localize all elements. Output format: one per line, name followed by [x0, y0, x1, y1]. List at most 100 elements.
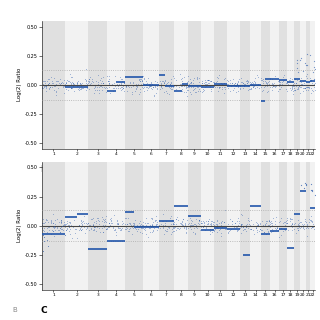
- Point: [93, 229, 98, 234]
- Point: [279, 224, 284, 229]
- Point: [297, 221, 302, 226]
- Point: [194, 225, 199, 230]
- Point: [45, 82, 50, 87]
- Point: [50, 224, 55, 229]
- Point: [179, 83, 184, 88]
- Point: [61, 82, 66, 87]
- Point: [144, 232, 149, 237]
- Point: [82, 223, 87, 228]
- Point: [152, 84, 157, 89]
- Point: [75, 83, 80, 88]
- Point: [41, 220, 46, 226]
- Point: [228, 223, 233, 228]
- Point: [173, 83, 178, 88]
- Point: [291, 221, 296, 226]
- Point: [302, 217, 308, 222]
- Point: [86, 227, 91, 232]
- Point: [148, 84, 153, 89]
- Point: [180, 220, 185, 225]
- Point: [199, 221, 204, 226]
- Point: [295, 57, 300, 62]
- Point: [44, 82, 49, 87]
- Point: [53, 78, 58, 83]
- Point: [245, 83, 251, 88]
- Point: [199, 80, 204, 85]
- Point: [137, 77, 142, 82]
- Point: [225, 82, 230, 87]
- Point: [46, 87, 51, 92]
- Point: [276, 87, 282, 92]
- Point: [137, 229, 142, 234]
- Point: [233, 80, 238, 85]
- Point: [89, 76, 94, 82]
- Point: [248, 80, 253, 85]
- Point: [190, 222, 195, 228]
- Point: [146, 81, 151, 86]
- Point: [102, 217, 108, 222]
- Point: [65, 225, 70, 230]
- Point: [266, 82, 271, 87]
- Point: [52, 225, 57, 230]
- Point: [120, 218, 125, 223]
- Point: [191, 86, 196, 91]
- Y-axis label: Log(2) Ratio: Log(2) Ratio: [17, 209, 22, 242]
- Point: [74, 81, 79, 86]
- Point: [45, 220, 50, 225]
- Point: [207, 216, 212, 221]
- Bar: [201, 21, 214, 149]
- Point: [66, 78, 71, 84]
- Point: [280, 78, 285, 83]
- Point: [237, 85, 242, 90]
- Point: [253, 224, 259, 229]
- Point: [274, 223, 279, 228]
- Point: [198, 218, 204, 223]
- Point: [275, 225, 280, 230]
- Point: [169, 80, 174, 85]
- Point: [153, 84, 158, 89]
- Point: [153, 222, 158, 227]
- Point: [40, 227, 45, 232]
- Point: [210, 229, 215, 235]
- Point: [308, 187, 313, 192]
- Point: [61, 223, 66, 228]
- Point: [183, 226, 188, 231]
- Point: [44, 85, 49, 91]
- Point: [78, 218, 83, 223]
- Point: [238, 230, 243, 235]
- Point: [110, 83, 116, 88]
- Point: [136, 83, 141, 88]
- Point: [212, 228, 217, 233]
- Point: [151, 224, 156, 229]
- Point: [163, 88, 168, 93]
- Point: [188, 85, 193, 90]
- Point: [110, 82, 115, 87]
- Point: [240, 225, 245, 230]
- Point: [228, 77, 233, 83]
- Point: [125, 84, 130, 89]
- Point: [151, 228, 156, 233]
- Point: [290, 92, 295, 97]
- Point: [239, 222, 244, 228]
- Point: [48, 219, 53, 224]
- Point: [172, 224, 177, 229]
- Point: [93, 83, 98, 88]
- Point: [116, 226, 121, 231]
- Point: [308, 77, 313, 82]
- Point: [199, 224, 204, 229]
- Point: [246, 218, 252, 223]
- Point: [173, 84, 179, 89]
- Point: [62, 222, 67, 227]
- Point: [128, 220, 133, 226]
- Point: [144, 84, 149, 90]
- Point: [121, 220, 126, 226]
- Point: [298, 225, 303, 230]
- Point: [202, 82, 207, 87]
- Point: [143, 225, 148, 230]
- Point: [223, 76, 228, 81]
- Point: [127, 79, 132, 84]
- Point: [142, 81, 147, 86]
- Point: [296, 85, 301, 90]
- Point: [192, 223, 197, 228]
- Point: [228, 216, 233, 221]
- Point: [308, 218, 314, 223]
